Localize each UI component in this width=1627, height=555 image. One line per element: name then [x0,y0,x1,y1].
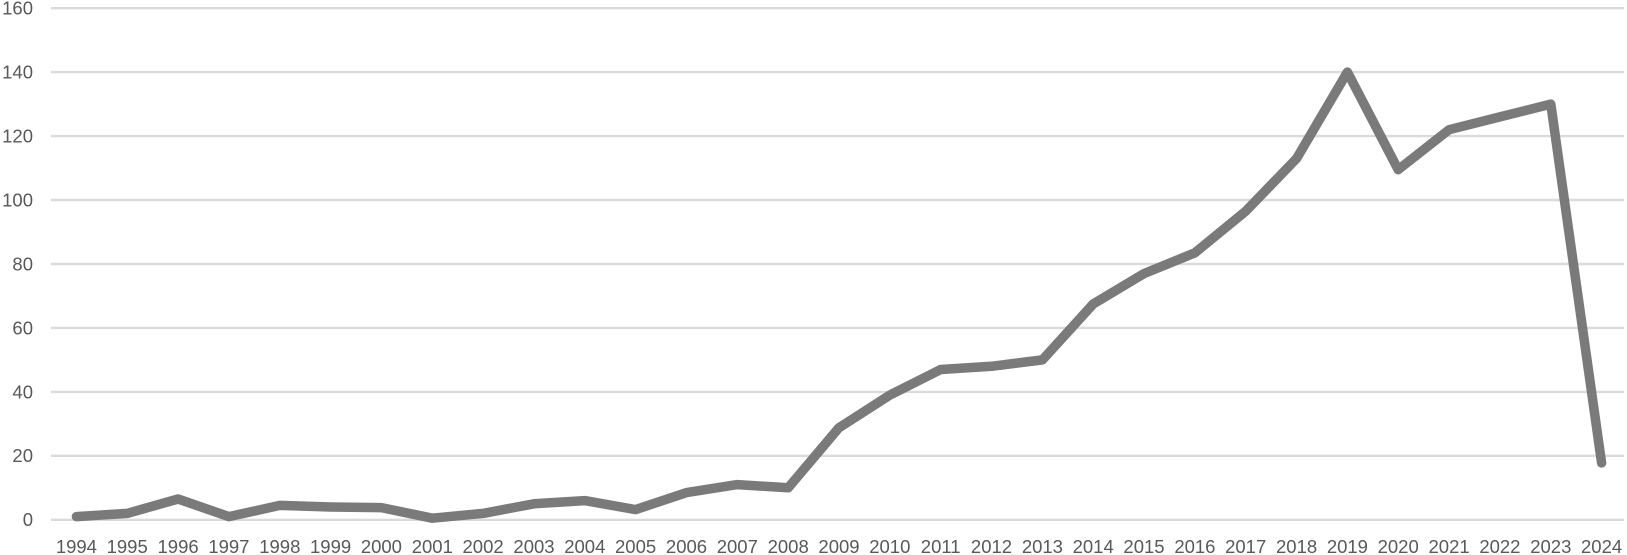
svg-text:2021: 2021 [1429,536,1470,555]
svg-text:1994: 1994 [56,536,97,555]
svg-text:0: 0 [23,509,33,530]
svg-text:2009: 2009 [818,536,859,555]
svg-text:80: 80 [12,253,33,274]
svg-text:2010: 2010 [869,536,910,555]
svg-text:2008: 2008 [768,536,809,555]
svg-text:40: 40 [12,381,33,402]
svg-text:2011: 2011 [921,536,961,555]
svg-text:120: 120 [2,126,33,147]
svg-text:2015: 2015 [1123,536,1164,555]
svg-text:2000: 2000 [361,536,402,555]
svg-text:160: 160 [2,0,33,19]
svg-text:2006: 2006 [666,536,707,555]
svg-text:2018: 2018 [1276,536,1317,555]
svg-text:60: 60 [12,317,33,338]
svg-text:2007: 2007 [717,536,758,555]
svg-text:2005: 2005 [615,536,656,555]
svg-text:2004: 2004 [564,536,605,555]
svg-text:2020: 2020 [1378,536,1419,555]
svg-text:2012: 2012 [971,536,1012,555]
svg-text:1997: 1997 [208,536,249,555]
svg-text:1998: 1998 [259,536,300,555]
svg-text:2001: 2001 [412,536,453,555]
svg-text:1999: 1999 [310,536,351,555]
svg-text:1995: 1995 [107,536,148,555]
svg-text:2024: 2024 [1581,536,1622,555]
svg-text:2013: 2013 [1022,536,1063,555]
svg-text:2016: 2016 [1174,536,1215,555]
svg-text:2023: 2023 [1530,536,1571,555]
svg-text:1996: 1996 [158,536,199,555]
svg-text:2017: 2017 [1225,536,1266,555]
svg-text:2022: 2022 [1479,536,1520,555]
svg-text:2003: 2003 [513,536,554,555]
svg-text:2002: 2002 [463,536,504,555]
svg-text:140: 140 [2,62,33,83]
svg-text:2014: 2014 [1073,536,1114,555]
svg-text:20: 20 [12,445,33,466]
svg-text:100: 100 [2,189,33,210]
svg-text:2019: 2019 [1327,536,1368,555]
